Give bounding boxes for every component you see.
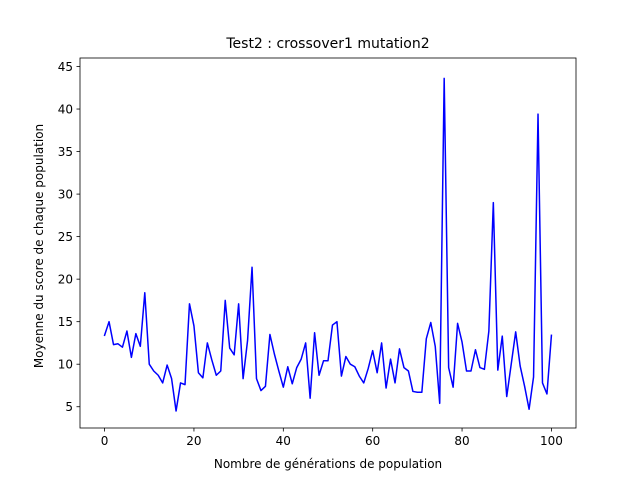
- y-tick-label: 25: [58, 230, 73, 244]
- plot-frame: [79, 57, 577, 429]
- y-tick-label: 20: [58, 273, 73, 287]
- series-line-1: [103, 77, 553, 412]
- x-tick-label: 20: [186, 434, 201, 448]
- plot-layer: 0 20 40 60 80 100 5 10 15 20 25 30 35 40 45: [58, 57, 577, 448]
- y-tick-label: 35: [58, 145, 73, 159]
- x-tick-label: 0: [101, 434, 109, 448]
- y-tick-label: 45: [58, 60, 73, 74]
- chart-title: Test2 : crossover1 mutation2: [225, 36, 429, 52]
- x-tick-label: 60: [365, 434, 380, 448]
- y-tick-label: 5: [65, 400, 73, 414]
- x-tick-label: 40: [276, 434, 291, 448]
- y-tick-label: 40: [58, 103, 73, 117]
- y-tick-label: 15: [58, 315, 73, 329]
- y-tick-label: 10: [58, 358, 73, 372]
- x-axis-label: Nombre de générations de population: [214, 457, 442, 471]
- x-tick-label: 100: [540, 434, 563, 448]
- x-tick-label: 80: [454, 434, 469, 448]
- y-axis-label: Moyenne du score de chaque population: [32, 124, 46, 368]
- y-tick-label: 30: [58, 188, 73, 202]
